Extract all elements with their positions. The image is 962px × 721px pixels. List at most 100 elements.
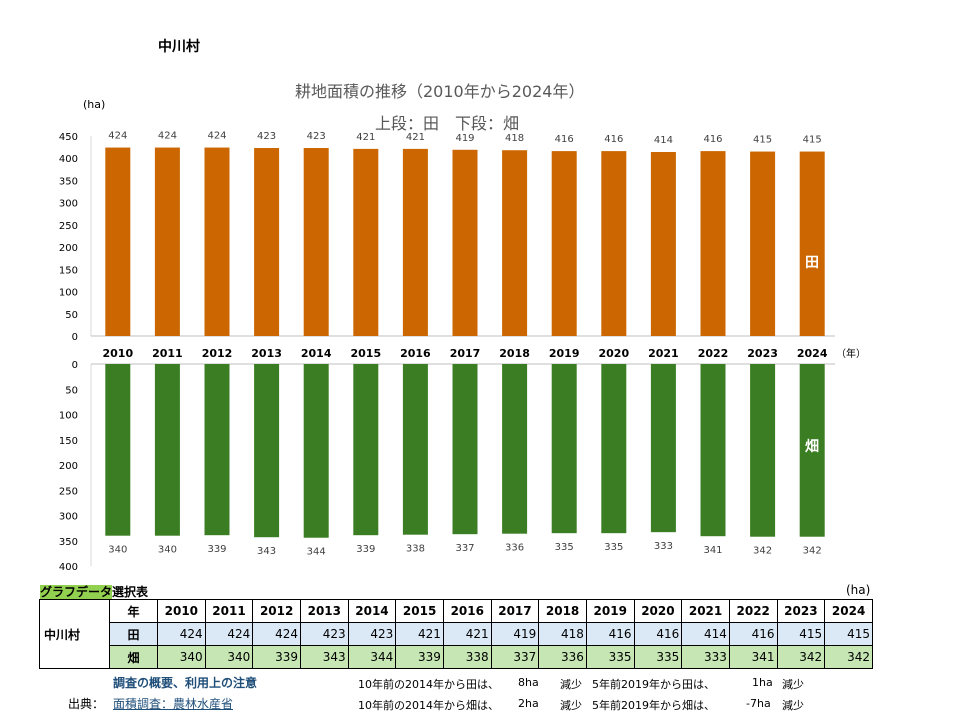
top-axis-tick: 50 [65,310,78,321]
field-10y-text: 10年前の2014年から畑は、 [358,699,499,712]
top-axis-tick: 0 [72,332,78,343]
field-data-label: 335 [604,542,623,553]
village-title: 中川村 [158,39,200,55]
year-label: 2021 [648,347,679,360]
table-value-cell: 421 [395,622,444,646]
source-label: 出典： [68,697,105,711]
top-axis-tick: 450 [59,132,78,143]
paddy-bar [750,151,776,336]
paddy-5y-text: 5年前2019年から田は、 [592,678,715,691]
field-data-label: 336 [505,543,524,554]
table-value-cell: 423 [347,622,397,646]
source-link[interactable]: 面積調査：農林水産省 [113,697,234,711]
field-bar [154,364,180,536]
paddy-data-label: 423 [257,131,276,142]
field-data-label: 340 [108,545,127,556]
table-year-cell: 2017 [490,599,540,623]
table-value-cell: 337 [490,645,540,669]
table-value-cell: 339 [252,645,301,669]
table-value-cell: 335 [633,645,683,669]
top-axis-tick: 300 [59,199,78,210]
table-value-cell: 424 [157,622,206,646]
paddy-data-label: 416 [604,134,623,145]
table-value-cell: 424 [204,622,254,646]
paddy-bar [452,149,478,336]
paddy-bar [204,147,230,336]
table-value-cell: 338 [442,645,492,669]
table-heading-highlight: グラフデータ [40,585,113,599]
survey-notes-link[interactable]: 調査の概要、利用上の注意 [113,676,258,690]
bottom-axis-tick: 0 [72,360,78,371]
paddy-bar [799,151,825,336]
paddy-data-label: 416 [555,134,574,145]
table-value-cell: 416 [633,622,683,646]
paddy-data-label: 421 [356,132,375,143]
field-bar [502,364,528,534]
paddy-data-label: 418 [505,133,524,144]
top-axis-tick: 400 [59,154,78,165]
paddy-10y-value: 8ha [518,676,539,689]
bottom-axis-tick: 50 [65,385,78,396]
paddy-data-label: 421 [406,132,425,143]
table-year-cell: 2019 [585,599,635,623]
year-labels: 2010 2011 2012 2013 2014 2015 2016 2017 2018 2019… [102,347,827,360]
paddy-bar [502,150,528,336]
paddy-data-label: 424 [108,131,127,142]
paddy-data-label: 419 [455,133,474,144]
top-axis-tick: 150 [59,265,78,276]
table-header-row: 中川村 年 2010 2011 2012 2013 2014 2015 2016 2017 20… [39,599,873,669]
year-label: 2019 [549,347,580,360]
field-5y-value: -7ha [746,697,771,710]
year-label: 2016 [400,347,431,360]
year-label: 2017 [450,347,481,360]
paddy-data-label: 415 [753,135,772,146]
table-value-cell: 415 [776,622,826,646]
year-label: 2018 [499,347,530,360]
field-data-label: 343 [257,546,276,557]
table-value-cell: 343 [299,645,349,669]
paddy-bars: 424 424 424 423 423 421 421 419 418 416 416 414 416 4… [105,131,825,336]
bottom-axis-ticks: 0 50 100 150 200 250 300 350 400 [59,360,78,573]
table-village-cell: 中川村 [39,599,110,669]
table-value-cell: 416 [728,622,778,646]
bottom-axis-tick: 150 [59,436,78,447]
paddy-10y-change: 減少 [560,678,582,691]
paddy-data-label: 416 [703,134,722,145]
year-label: 2020 [598,347,629,360]
field-bar [551,364,577,534]
paddy-data-label: 414 [654,135,673,146]
field-10y-value: 2ha [518,697,539,710]
paddy-data-label: 424 [207,131,226,142]
field-data-label: 333 [654,541,673,552]
field-bar [700,364,726,537]
table-row-field: 畑 340 340 339 343 344 339 338 337 336 335 335 333 34… [40,645,873,669]
chart-subtitle: 上段：田 下段：畑 [375,114,520,133]
table-year-cell: 2015 [395,599,444,623]
paddy-bar [154,147,180,336]
table-year-header: 年 [109,599,158,623]
year-label: 2024 [797,347,828,360]
table-year-cell: 2024 [824,599,873,623]
paddy-5y-change: 減少 [782,678,804,691]
paddy-bar [353,148,379,336]
bottom-axis-tick: 400 [59,562,78,573]
field-bar [254,364,280,538]
field-data-label: 344 [307,547,326,558]
field-data-label: 337 [455,543,474,554]
top-axis-ticks: 0 50 100 150 200 250 300 350 400 450 [59,132,78,343]
table-value-cell: 416 [585,622,635,646]
field-bar [601,364,627,534]
year-label: 2014 [301,347,332,360]
paddy-5y-value: 1ha [752,676,773,689]
table-year-cell: 2021 [681,599,730,623]
field-data-label: 340 [158,545,177,556]
field-bar [452,364,478,535]
field-data-label: 342 [753,546,772,557]
field-bar [204,364,230,536]
table-year-cell: 2020 [633,599,683,623]
field-bar [105,364,131,536]
table-value-cell: 424 [252,622,301,646]
year-label: 2010 [102,347,133,360]
paddy-bar [254,148,280,336]
paddy-bar [650,152,676,336]
